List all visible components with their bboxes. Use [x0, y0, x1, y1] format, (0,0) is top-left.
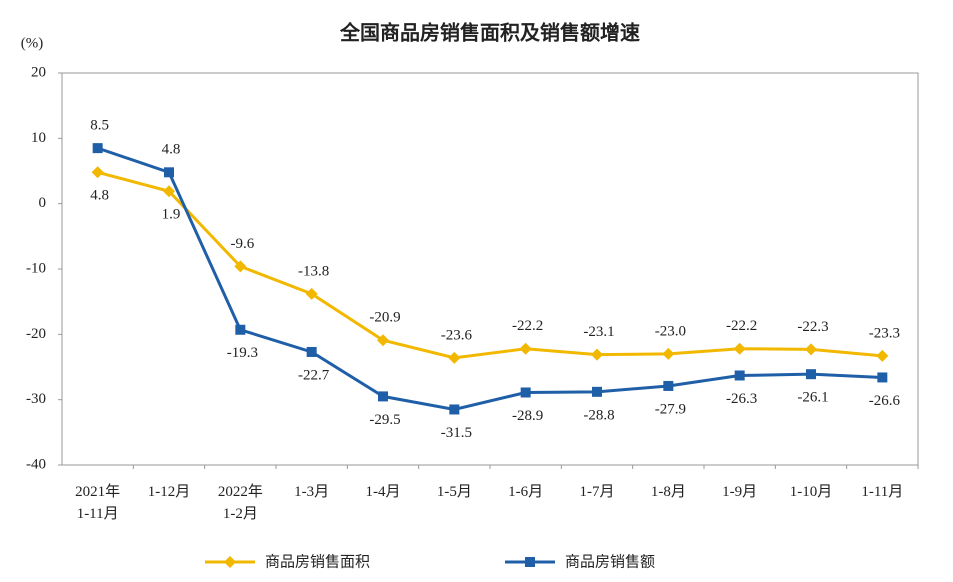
data-label: 4.8: [90, 188, 109, 204]
series-line: [97, 146, 883, 411]
data-label: -28.9: [512, 408, 543, 424]
x-tick-label: 1-6月: [508, 484, 543, 500]
y-tick-label: 0: [39, 195, 47, 211]
data-point: [520, 387, 531, 398]
data-point: [733, 342, 746, 355]
data-point: [163, 185, 175, 198]
data-point: [592, 386, 602, 397]
y-tick-label: 20: [31, 64, 46, 80]
data-point: [378, 391, 388, 402]
data-label: -20.9: [369, 310, 400, 326]
data-point: [448, 351, 461, 364]
data-label: 1.9: [162, 207, 181, 223]
y-tick-label: 10: [31, 130, 46, 146]
data-label: -22.3: [797, 319, 828, 335]
data-point: [877, 372, 888, 383]
data-label: -22.2: [512, 318, 543, 334]
x-tick-label: 1-9月: [722, 484, 757, 500]
data-point: [663, 380, 674, 391]
legend-label: 商品房销售额: [565, 553, 655, 571]
data-label: -22.7: [298, 367, 330, 383]
data-point: [734, 370, 745, 381]
x-tick-label: 2021年 1-11月: [75, 483, 120, 522]
data-label: -13.8: [298, 263, 329, 279]
y-unit: (%): [21, 35, 44, 51]
data-point: [591, 348, 603, 361]
data-label: -31.5: [441, 425, 472, 441]
data-point: [306, 346, 317, 357]
data-label: -28.8: [583, 407, 614, 423]
legend-marker: [224, 556, 236, 568]
y-tick-label: -20: [26, 326, 46, 342]
y-tick-label: -40: [26, 456, 46, 472]
data-point: [377, 334, 389, 347]
data-point: [235, 324, 246, 335]
data-point: [449, 404, 460, 415]
data-label: -23.3: [869, 325, 900, 341]
data-label: -26.3: [726, 391, 757, 407]
data-label: -23.0: [655, 323, 686, 339]
data-point: [92, 143, 103, 154]
data-point: [519, 342, 532, 355]
data-point: [662, 347, 675, 360]
data-label: -22.2: [726, 318, 757, 334]
data-label: -19.3: [227, 345, 258, 361]
data-label: -23.1: [583, 324, 614, 340]
y-tick-label: -30: [26, 391, 46, 407]
x-tick-label: 1-4月: [366, 484, 401, 500]
legend-marker: [525, 557, 535, 567]
data-point: [91, 166, 104, 179]
x-tick-label: 1-5月: [437, 484, 472, 500]
x-tick-label: 1-8月: [651, 484, 686, 500]
data-label: 4.8: [162, 142, 181, 158]
x-tick-label: 1-11月: [861, 484, 903, 500]
data-point: [234, 260, 247, 273]
data-point: [806, 369, 816, 380]
x-tick-label: 1-10月: [790, 484, 833, 500]
data-label: -9.6: [230, 236, 254, 252]
series-line: [97, 170, 883, 360]
data-label: -27.9: [655, 401, 686, 417]
data-label: 8.5: [90, 118, 109, 134]
data-point: [876, 349, 889, 362]
x-tick-label: 1-3月: [294, 484, 329, 500]
data-point: [805, 343, 817, 356]
data-label: -26.6: [869, 393, 901, 409]
data-label: -29.5: [369, 412, 400, 428]
data-label: -26.1: [797, 390, 828, 406]
x-tick-label: 1-7月: [580, 484, 615, 500]
y-tick-label: -10: [26, 260, 46, 276]
data-label: -23.6: [441, 327, 473, 343]
plot-frame: [61, 72, 919, 466]
x-tick-label: 2022年 1-2月: [218, 483, 263, 522]
x-tick-label: 1-12月: [148, 484, 191, 500]
legend-label: 商品房销售面积: [265, 553, 370, 571]
data-point: [305, 287, 318, 300]
data-point: [164, 167, 174, 178]
chart-title: 全国商品房销售面积及销售额增速: [339, 21, 640, 45]
